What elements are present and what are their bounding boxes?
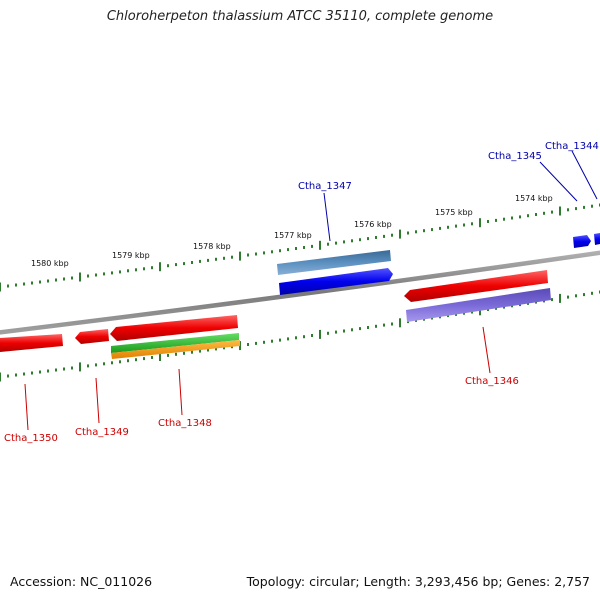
kbp-label-1580: 1580 kbp — [31, 259, 69, 268]
leader-ctha-1345 — [539, 161, 578, 202]
gene-ctha-1348[interactable] — [110, 315, 238, 341]
kbp-label-1578: 1578 kbp — [193, 242, 231, 251]
label-ctha-1345[interactable]: Ctha_1345 — [488, 151, 542, 162]
label-ctha-1344[interactable]: Ctha_1344 — [545, 141, 599, 152]
gene-ctha-1346[interactable] — [404, 270, 548, 302]
kbp-label-1576: 1576 kbp — [354, 220, 392, 229]
label-ctha-1349[interactable]: Ctha_1349 — [75, 427, 129, 438]
leader-lines — [24, 150, 598, 431]
genome-backbone — [0, 250, 600, 335]
gene-ctha-1346-feature[interactable] — [406, 288, 551, 322]
leader-ctha-1349 — [95, 377, 100, 424]
gene-ctha-1348-feature-orange[interactable] — [111, 340, 240, 359]
forward-genes — [277, 233, 600, 295]
kbp-label-1574: 1574 kbp — [515, 194, 553, 203]
outer-tick-ring — [0, 203, 600, 292]
gene-ctha-1345[interactable] — [573, 235, 591, 248]
gene-ctha-1349[interactable] — [75, 329, 109, 344]
gene-ctha-1347-feature[interactable] — [279, 268, 393, 295]
map-title: Chloroherpeton thalassium ATCC 35110, co… — [106, 9, 494, 24]
genome-stats-text: Topology: circular; Length: 3,293,456 bp… — [246, 574, 590, 589]
label-ctha-1348[interactable]: Ctha_1348 — [158, 418, 212, 429]
leader-ctha-1350 — [24, 383, 29, 431]
leader-ctha-1346 — [482, 326, 491, 374]
leader-ctha-1347 — [323, 192, 331, 242]
gene-ctha-1347[interactable] — [277, 250, 391, 275]
label-ctha-1347[interactable]: Ctha_1347 — [298, 181, 352, 192]
gene-labels: Ctha_1344 Ctha_1345 Ctha_1347 Ctha_1346 … — [4, 141, 599, 444]
kbp-label-1579: 1579 kbp — [112, 251, 150, 260]
reverse-genes — [0, 270, 551, 359]
kbp-labels: 1574 kbp 1575 kbp 1576 kbp 1577 kbp 1578… — [31, 194, 553, 268]
kbp-label-1575: 1575 kbp — [435, 208, 473, 217]
gene-ctha-1350[interactable] — [0, 334, 63, 352]
kbp-label-1577: 1577 kbp — [274, 231, 312, 240]
leader-ctha-1344 — [571, 150, 598, 200]
leader-ctha-1348 — [178, 368, 183, 416]
gene-ctha-1344[interactable] — [594, 233, 600, 245]
accession-text: Accession: NC_011026 — [10, 574, 153, 589]
label-ctha-1350[interactable]: Ctha_1350 — [4, 433, 58, 444]
gene-ctha-1348-feature-green[interactable] — [111, 333, 239, 353]
label-ctha-1346[interactable]: Ctha_1346 — [465, 376, 519, 387]
